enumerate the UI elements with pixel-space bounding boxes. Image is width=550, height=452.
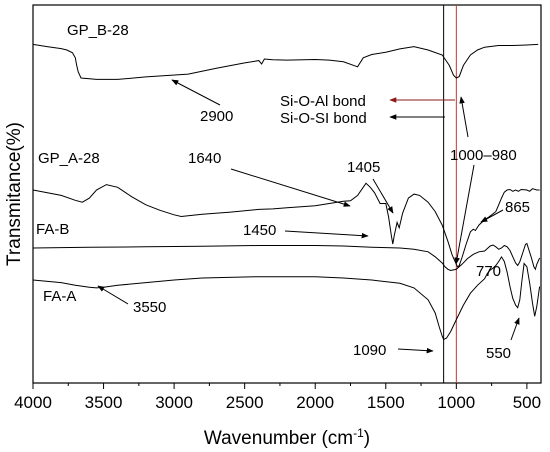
series-label-fa-a: FA-A <box>43 288 76 305</box>
annotation-label-3550: 3550 <box>133 299 166 316</box>
series-line-fa-b <box>32 242 541 272</box>
series-line-gp-b-28 <box>32 43 539 80</box>
annotation-arrow-1000-980-bottom <box>454 164 475 265</box>
series-layer <box>32 43 541 341</box>
annotation-1450: 1450 <box>243 222 369 239</box>
x-axis-ticks: 4000 3500 3000 2500 2000 1500 1000 500 <box>14 383 541 412</box>
annotation-label-1640: 1640 <box>188 150 221 167</box>
annotation-1405: 1405 <box>347 159 394 214</box>
annotation-3550: 3550 <box>97 285 166 316</box>
annotation-arrow-865 <box>480 209 504 223</box>
annotation-label-1090: 1090 <box>353 342 386 359</box>
annotation-770: 770 <box>476 263 501 280</box>
annotation-label-865: 865 <box>505 199 530 216</box>
x-axis-title-superscript: -1 <box>353 426 364 440</box>
annotation-label-si-o-si: Si-O-SI bond <box>280 110 367 127</box>
annotation-arrow-1450 <box>284 230 369 239</box>
annotation-2900: 2900 <box>171 79 233 125</box>
annotation-1000-980: 1000–980 <box>450 96 517 265</box>
annotation-arrow-1000-980-top <box>459 96 469 138</box>
plot-frame <box>32 4 542 384</box>
annotation-label-1450: 1450 <box>243 222 276 239</box>
x-tick-label: 4000 <box>14 393 52 412</box>
y-axis-title: Transmitance(%) <box>4 122 25 266</box>
annotation-label-1405: 1405 <box>347 159 380 176</box>
annotation-arrow-1405 <box>372 178 394 214</box>
annotation-label-1000-980: 1000–980 <box>450 147 517 164</box>
x-tick-label: 1500 <box>367 393 405 412</box>
annotation-label-2900: 2900 <box>200 108 233 125</box>
annotation-arrow-1090 <box>397 347 434 354</box>
x-tick-label: 2500 <box>226 393 264 412</box>
annotation-arrow-2900 <box>171 79 221 106</box>
annotation-arrow-1640 <box>230 168 351 207</box>
annotation-550: 550 <box>486 317 520 362</box>
x-tick-label: 2000 <box>296 393 334 412</box>
annotation-1090: 1090 <box>353 342 434 359</box>
annotation-si-o-al: Si-O-Al bond <box>280 93 455 110</box>
annotation-label-550: 550 <box>486 345 511 362</box>
x-tick-label: 1000 <box>437 393 475 412</box>
annotation-arrow-550 <box>510 317 520 341</box>
series-line-gp-a-28 <box>32 182 540 268</box>
annotation-si-o-si: Si-O-SI bond <box>280 110 445 127</box>
annotation-arrow-3550 <box>97 285 129 305</box>
annotation-865: 865 <box>480 199 530 223</box>
series-label-gp-b-28: GP_B-28 <box>67 22 129 39</box>
annotation-label-si-o-al: Si-O-Al bond <box>280 93 366 110</box>
x-tick-label: 500 <box>513 393 541 412</box>
x-axis-title: Wavenumber (cm-1) <box>204 426 370 449</box>
x-tick-label: 3500 <box>85 393 123 412</box>
annotation-label-770: 770 <box>476 263 501 280</box>
series-label-fa-b: FA-B <box>36 221 69 238</box>
series-line-fa-a <box>32 255 541 341</box>
x-tick-label: 3000 <box>155 393 193 412</box>
series-label-gp-a-28: GP_A-28 <box>38 150 100 167</box>
x-axis-title-close: ) <box>364 428 370 449</box>
annotation-1640: 1640 <box>188 150 351 207</box>
